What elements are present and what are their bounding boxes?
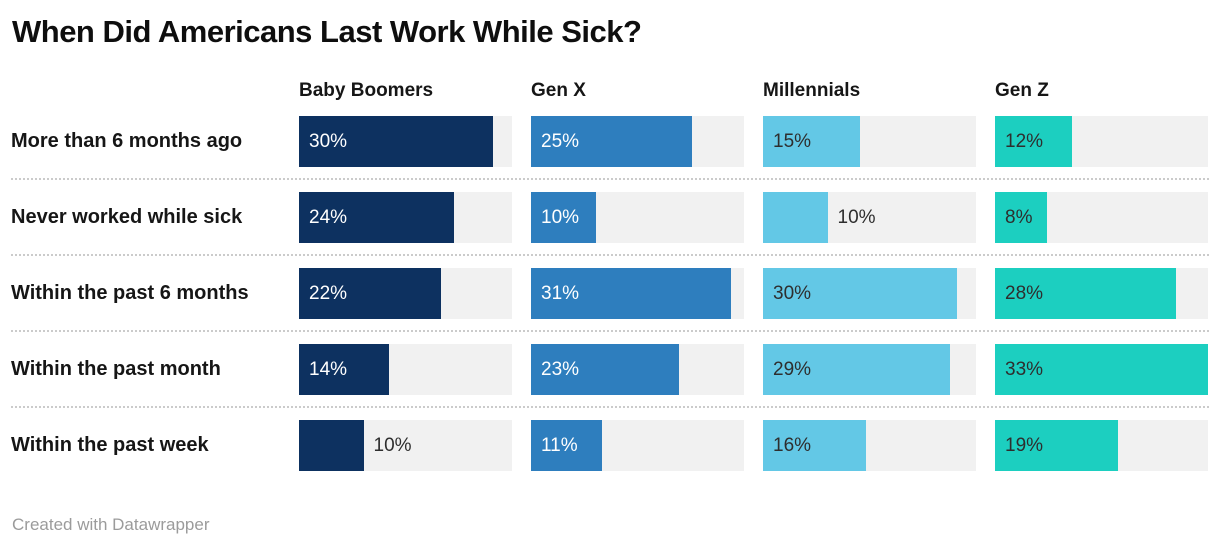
chart: When Did Americans Last Work While Sick?… [0,14,1220,535]
chart-rows: More than 6 months ago 30% 25% 15% 12% Never … [11,115,1209,471]
chart-title: When Did Americans Last Work While Sick? [12,14,642,49]
bar-track: 10% [299,419,512,471]
column-header-millennials: Millennials [763,79,861,101]
row-separator [11,177,1209,180]
row-label: Within the past 6 months [11,281,249,304]
column-header-gen-z: Gen Z [995,79,1049,101]
bar-track: 25% [531,115,744,167]
bar [763,191,828,243]
bar-value-label: 33% [1005,358,1044,380]
bar-value-label: 16% [773,434,812,456]
bar-track: 15% [763,115,976,167]
bar: 29% [763,343,951,395]
row-label: More than 6 months ago [11,129,243,152]
bar-value-label: 10% [837,206,876,228]
bar-track: 11% [531,419,744,471]
bar-value-label: 11% [541,434,578,456]
bar: 33% [995,343,1208,395]
chart-row: More than 6 months ago 30% 25% 15% 12% [11,115,1209,167]
bar-value-label: 19% [1005,434,1044,456]
row-label: Never worked while sick [11,205,243,228]
bar-track: 8% [995,191,1208,243]
bar-value-label: 15% [773,130,812,152]
bar-track: 28% [995,267,1208,319]
row-label: Within the past week [11,433,209,456]
bar-track: 29% [763,343,976,395]
bar-track: 23% [531,343,744,395]
chart-row: Never worked while sick 24% 10% 10% 8% [11,191,1209,243]
bar-track: 10% [531,191,744,243]
bar: 31% [531,267,732,319]
bar-value-label: 24% [309,206,348,228]
chart-row: Within the past month 14% 23% 29% 33% [11,343,1209,395]
bar-value-label: 28% [1005,282,1044,304]
bar-value-label: 30% [309,130,348,152]
bar: 22% [299,267,441,319]
bar-track: 30% [763,267,976,319]
bar: 11% [531,419,602,471]
bar-value-label: 8% [1005,206,1033,228]
bar: 24% [299,191,454,243]
bar-value-label: 22% [309,282,348,304]
bar: 30% [299,115,493,167]
column-header-gen-x: Gen X [531,79,586,101]
bar: 8% [995,191,1047,243]
bar-value-label: 30% [773,282,812,304]
attribution: Created with Datawrapper [12,514,210,534]
column-header-baby-boomers: Baby Boomers [299,79,434,101]
bar-track: 12% [995,115,1208,167]
bar-value-label: 31% [541,282,580,304]
chart-row: Within the past 6 months 22% 31% 30% 28% [11,267,1209,319]
bar-value-label: 29% [773,358,812,380]
bar: 28% [995,267,1176,319]
bar: 19% [995,419,1118,471]
bar-track: 31% [531,267,744,319]
bar-track: 30% [299,115,512,167]
row-label: Within the past month [11,357,221,380]
bar: 25% [531,115,693,167]
bar-track: 10% [763,191,976,243]
row-separator [11,405,1209,408]
bar-track: 16% [763,419,976,471]
column-headers: Baby Boomers Gen X Millennials Gen Z [11,80,1209,102]
bar: 16% [763,419,867,471]
chart-row: Within the past week 10% 11% 16% 19% [11,419,1209,471]
bar: 15% [763,115,860,167]
bar: 30% [763,267,957,319]
bar: 10% [531,191,596,243]
bar: 14% [299,343,390,395]
bar-track: 14% [299,343,512,395]
row-separator [11,253,1209,256]
bar-value-label: 25% [541,130,580,152]
bar-value-label: 23% [541,358,580,380]
bar-value-label: 12% [1005,130,1044,152]
bar [299,419,364,471]
bar-track: 33% [995,343,1208,395]
bar-value-label: 10% [541,206,580,228]
bar: 23% [531,343,680,395]
bar: 12% [995,115,1073,167]
bar-value-label: 14% [309,358,348,380]
bar-track: 22% [299,267,512,319]
bar-track: 19% [995,419,1208,471]
bar-track: 24% [299,191,512,243]
row-separator [11,329,1209,332]
bar-value-label: 10% [373,434,412,456]
